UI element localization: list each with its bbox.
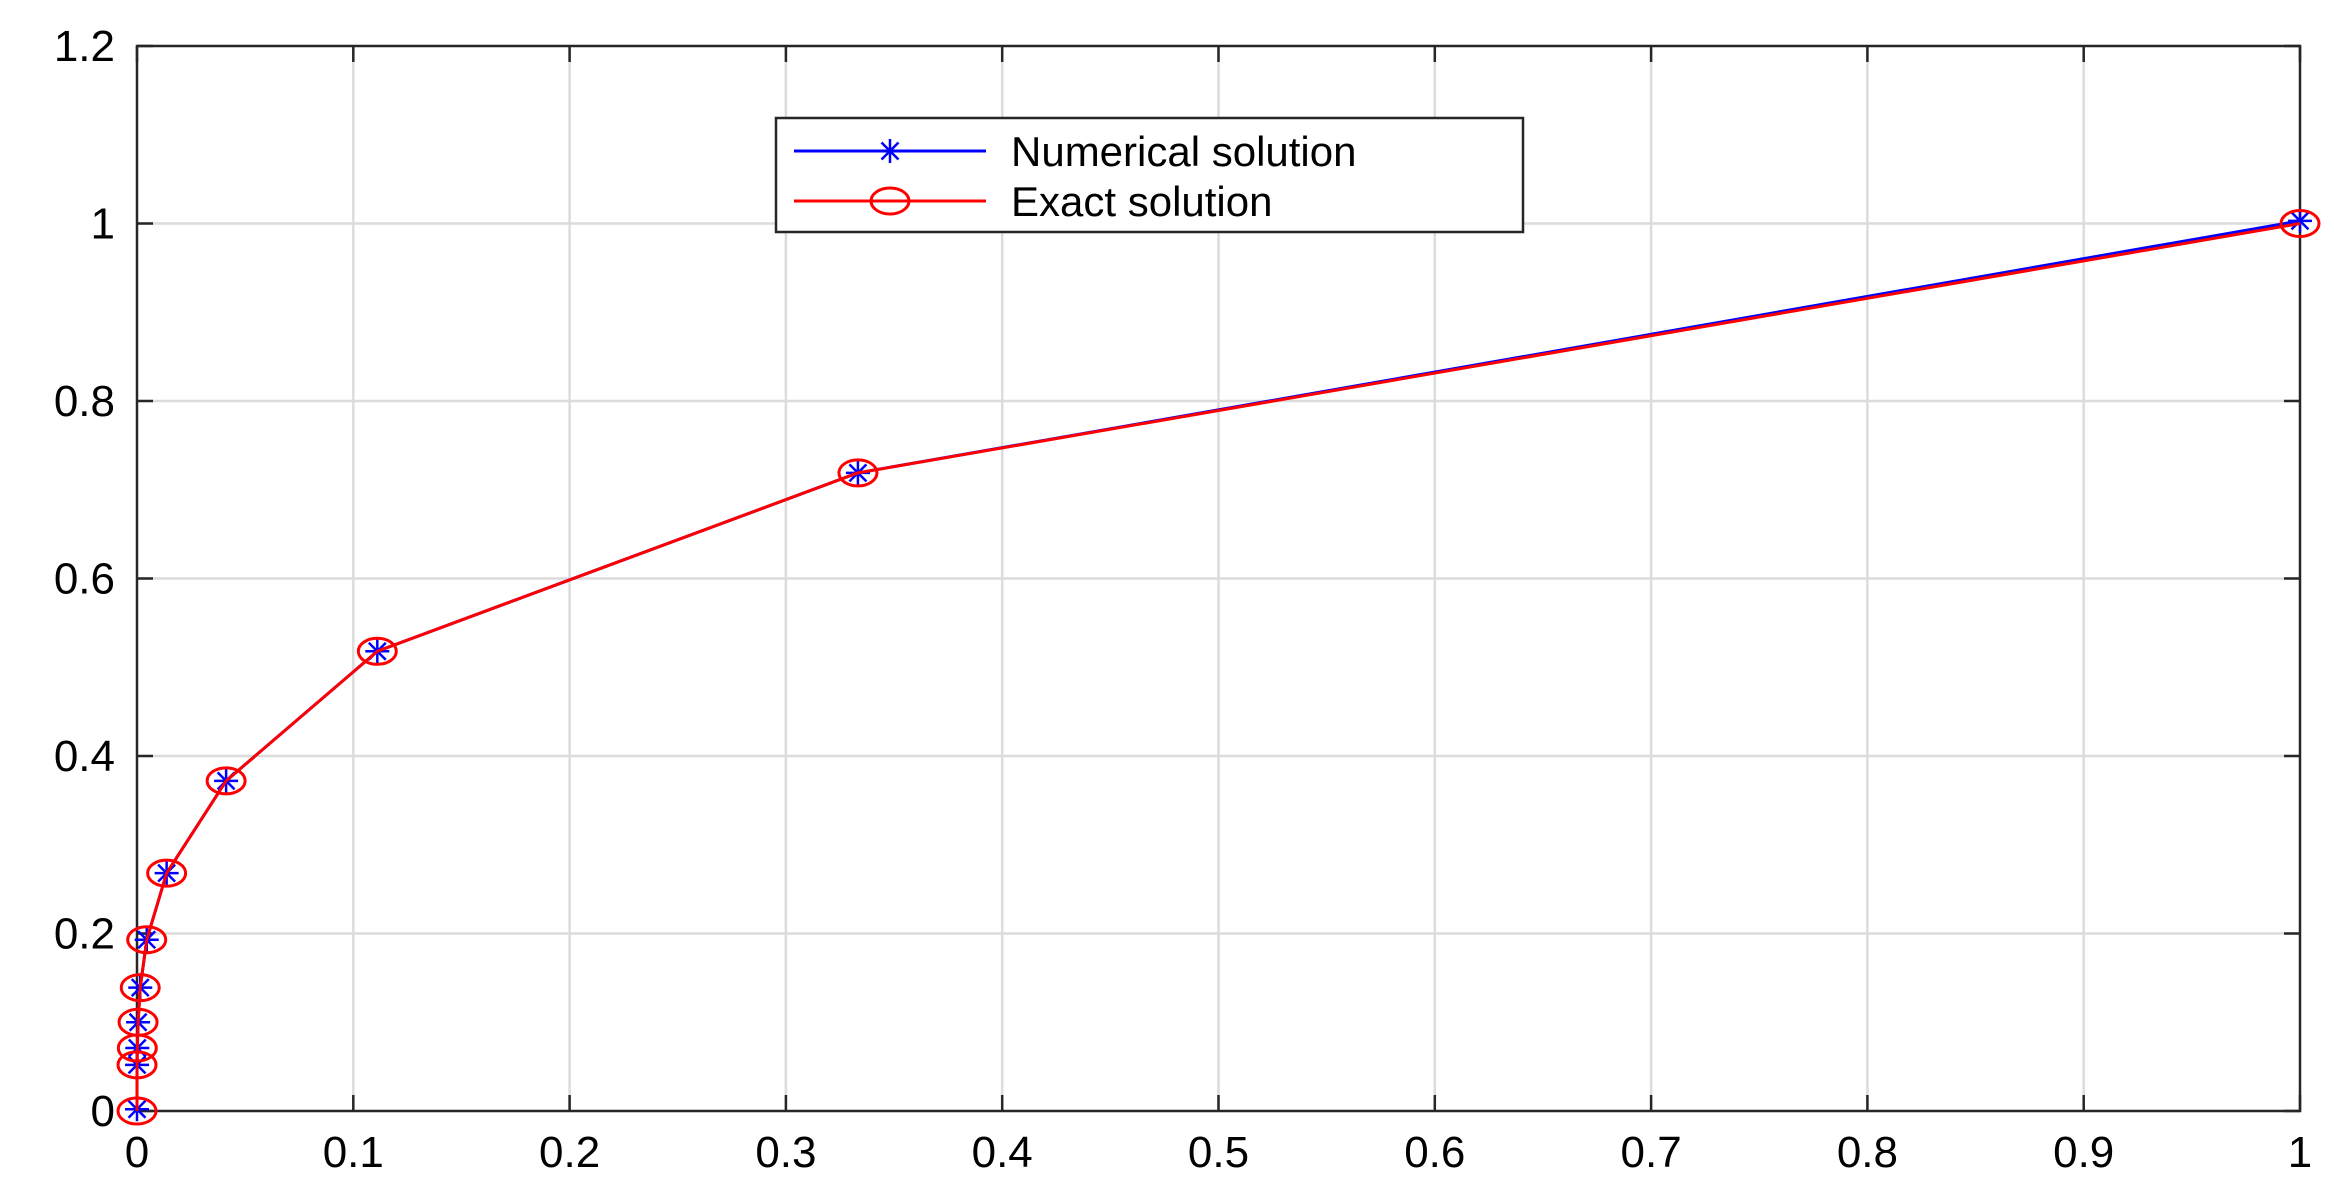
data-point-circle	[117, 1007, 159, 1037]
legend-marker-asterisk	[878, 139, 902, 163]
series-line	[135, 222, 2301, 1112]
data-point-asterisk	[2288, 208, 2312, 233]
y-tick-label: 1.2	[54, 22, 115, 71]
y-tick-label: 0.4	[54, 732, 115, 781]
x-tick-label: 0	[125, 1128, 149, 1177]
x-tick-label: 0.3	[755, 1128, 816, 1177]
x-tick-label: 0.6	[1404, 1128, 1465, 1177]
x-tick-label: 0.4	[972, 1128, 1033, 1177]
data-point-circle	[205, 766, 247, 796]
x-tick-label: 1	[2288, 1128, 2312, 1177]
x-tick-label: 0.1	[323, 1128, 384, 1177]
x-tick-label: 0.5	[1188, 1128, 1249, 1177]
y-tick-label: 0.8	[54, 377, 115, 426]
data-point-circle	[126, 925, 168, 955]
series-exact	[116, 209, 2321, 1126]
data-point-circle	[837, 458, 879, 488]
legend-marker-circle	[869, 186, 911, 216]
y-axis-tick-labels: 0 0.2 0.4 0.6 0.8 1 1.2	[54, 22, 115, 1136]
y-tick-label: 0.6	[54, 555, 115, 604]
x-tick-label: 0.8	[1837, 1128, 1898, 1177]
data-point-circle	[116, 1050, 158, 1080]
legend-label: Exact solution	[1011, 178, 1272, 225]
y-tick-label: 1	[91, 200, 115, 249]
legend-item-exact: Exact solution	[794, 178, 1272, 225]
y-tick-label: 0.2	[54, 910, 115, 959]
legend-label: Numerical solution	[1011, 128, 1356, 175]
x-tick-label: 0.9	[2053, 1128, 2114, 1177]
series-layer	[116, 208, 2321, 1126]
data-point-circle	[2279, 209, 2321, 238]
x-axis-tick-labels: 0 0.1 0.2 0.3 0.4 0.5 0.6 0.7 0.8 0.9 1	[125, 1128, 2312, 1177]
axis-ticks	[135, 44, 2302, 1113]
data-point-circle	[146, 858, 188, 888]
legend-item-numerical: Numerical solution	[794, 128, 1356, 175]
x-tick-label: 0.2	[539, 1128, 600, 1177]
x-tick-label: 0.7	[1621, 1128, 1682, 1177]
data-point-circle	[116, 1096, 158, 1126]
y-tick-label: 0	[91, 1087, 115, 1136]
data-point-circle	[356, 636, 398, 666]
data-point-circle	[119, 973, 161, 1003]
